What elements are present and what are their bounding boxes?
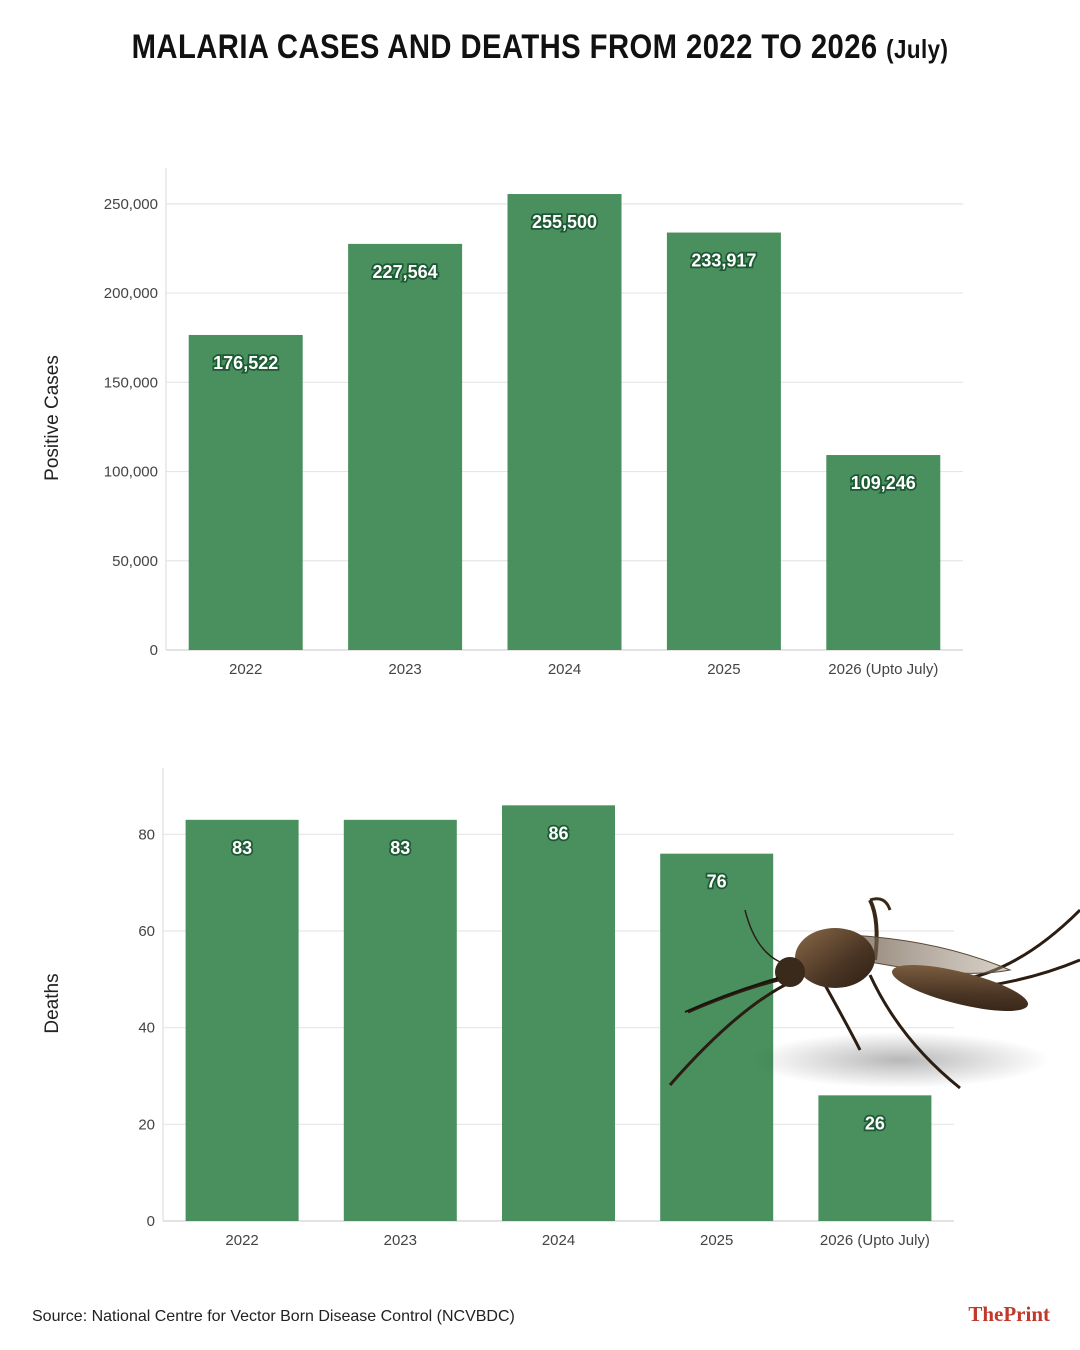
y-tick-label: 0 (147, 1213, 155, 1230)
x-tick-label: 2022 (225, 1232, 258, 1249)
x-tick-label: 2023 (384, 1232, 417, 1249)
x-tick-label: 2022 (229, 661, 262, 678)
y-tick-label: 150,000 (104, 374, 158, 391)
title-main: MALARIA CASES AND DEATHS FROM 2022 TO 20… (131, 28, 878, 66)
y-axis-title: Deaths (42, 973, 63, 1033)
y-tick-label: 250,000 (104, 196, 158, 213)
y-tick-label: 200,000 (104, 285, 158, 302)
y-tick-label: 20 (138, 1116, 155, 1133)
page-title: MALARIA CASES AND DEATHS FROM 2022 TO 20… (76, 28, 1005, 67)
bar-value-label: 233,917 (691, 251, 756, 271)
bar-value-label: 86 (548, 823, 568, 843)
bar (188, 334, 303, 650)
bar (502, 805, 615, 1221)
x-tick-label: 2023 (388, 661, 421, 678)
bar-value-label: 26 (865, 1113, 885, 1133)
source-note: Source: National Centre for Vector Born … (32, 1308, 515, 1325)
bar-value-label: 83 (390, 838, 410, 858)
deaths-bar-chart: 0 20 40 60 80 Deaths 83 2022 83 2023 86 2024 76 2025 2… (42, 768, 954, 1249)
y-tick-label: 0 (150, 642, 158, 659)
x-tick-label: 2024 (542, 1232, 575, 1249)
y-tick-label: 40 (138, 1020, 155, 1037)
bar (343, 819, 457, 1221)
cases-bar-chart: 0 50,000 100,000 150,000 200,000 250,000 Posit… (42, 168, 963, 678)
x-tick-label: 2026 (Upto July) (820, 1232, 930, 1249)
bar-value-label: 83 (232, 838, 252, 858)
bar-value-label: 227,564 (373, 262, 438, 282)
bar (348, 243, 463, 650)
x-tick-label: 2025 (700, 1232, 733, 1249)
y-tick-label: 100,000 (104, 464, 158, 481)
bar (818, 1095, 932, 1221)
bar (826, 455, 941, 650)
x-tick-label: 2026 (Upto July) (828, 661, 938, 678)
y-tick-label: 60 (138, 923, 155, 940)
x-tick-label: 2024 (548, 661, 581, 678)
y-axis-title: Positive Cases (42, 355, 63, 481)
x-tick-label: 2025 (707, 661, 740, 678)
bar (185, 819, 299, 1221)
brand-logo: ThePrint (968, 1302, 1050, 1326)
y-tick-label: 80 (138, 826, 155, 843)
bar-value-label: 109,246 (851, 473, 916, 493)
y-tick-label: 50,000 (112, 553, 158, 570)
bar (666, 232, 781, 650)
bar-value-label: 255,500 (532, 212, 597, 232)
bar-value-label: 76 (707, 872, 727, 892)
bar-value-label: 176,522 (213, 353, 278, 373)
bar (507, 194, 622, 650)
mosquito-illustration (668, 897, 1080, 1090)
title-suffix: (July) (886, 34, 949, 64)
